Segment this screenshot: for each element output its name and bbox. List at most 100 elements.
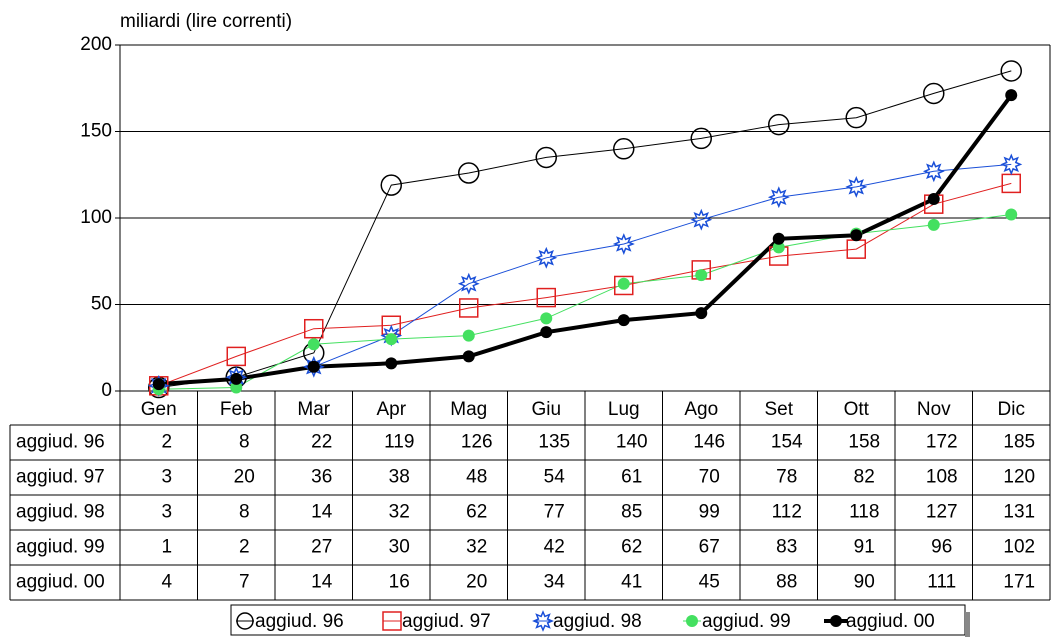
marker xyxy=(307,338,320,351)
table-cell: 118 xyxy=(849,502,879,523)
table-cell: 78 xyxy=(776,467,797,488)
table-cell: 90 xyxy=(854,572,875,593)
table-cell: 88 xyxy=(776,572,797,593)
x-tick-label: Giu xyxy=(531,399,561,420)
marker xyxy=(845,106,867,129)
legend-marker xyxy=(236,612,254,630)
series-line xyxy=(158,94,1013,387)
marker xyxy=(613,138,635,160)
series-line xyxy=(158,70,1012,388)
marker xyxy=(845,175,868,198)
table-cell: 54 xyxy=(544,467,566,488)
legend-marker xyxy=(686,615,698,627)
legend-label: aggiud. 99 xyxy=(702,611,791,632)
table-cell: 96 xyxy=(931,537,952,558)
legend-label: aggiud. 97 xyxy=(402,611,491,632)
marker xyxy=(302,355,325,378)
table-cell: 126 xyxy=(461,432,493,453)
table-cell: 38 xyxy=(389,467,410,488)
marker xyxy=(385,357,398,370)
table-cell: 112 xyxy=(772,502,802,523)
table-cell: 146 xyxy=(693,432,725,453)
table-cell: 1 xyxy=(161,537,172,558)
marker xyxy=(695,269,708,282)
y-tick-label: 150 xyxy=(80,121,112,142)
marker xyxy=(617,277,630,290)
table-cell: 27 xyxy=(311,537,332,558)
marker xyxy=(922,160,945,183)
marker xyxy=(690,127,712,150)
table-cell: 99 xyxy=(699,502,720,523)
table-cell: 77 xyxy=(544,502,565,523)
x-tick-label: Feb xyxy=(220,399,253,420)
y-tick-label: 0 xyxy=(101,380,112,401)
y-tick-label: 100 xyxy=(80,207,112,228)
table-row-label: aggiud. 96 xyxy=(16,432,105,453)
table-cell: 20 xyxy=(466,572,487,593)
table-row-label: aggiud. 00 xyxy=(16,572,105,593)
table-cell: 3 xyxy=(161,467,172,488)
x-tick-label: Ott xyxy=(844,399,870,420)
table-cell: 83 xyxy=(776,537,797,558)
table-cell: 8 xyxy=(239,432,250,453)
table-cell: 62 xyxy=(621,537,642,558)
marker xyxy=(927,218,940,231)
marker xyxy=(457,272,480,295)
table-cell: 127 xyxy=(926,502,958,523)
marker xyxy=(380,174,402,196)
table-cell: 140 xyxy=(616,432,648,453)
legend-marker xyxy=(382,611,402,631)
marker xyxy=(226,346,246,367)
table-cell: 70 xyxy=(699,467,720,488)
marker xyxy=(535,146,557,169)
table-cell: 111 xyxy=(927,572,956,593)
x-tick-label: Mar xyxy=(297,399,330,420)
table-cell: 16 xyxy=(389,572,410,593)
marker xyxy=(540,326,553,339)
marker xyxy=(923,82,945,105)
marker xyxy=(768,113,790,136)
table-cell: 131 xyxy=(1003,502,1035,523)
marker xyxy=(1005,208,1018,221)
x-tick-label: Gen xyxy=(141,399,177,420)
table-cell: 172 xyxy=(926,432,958,453)
marker xyxy=(152,378,165,391)
legend-label: aggiud. 98 xyxy=(553,611,642,632)
table-cell: 45 xyxy=(699,572,720,593)
legend-shadow xyxy=(965,612,970,637)
series-line xyxy=(158,163,1012,387)
marker xyxy=(1000,60,1022,82)
marker xyxy=(540,312,553,325)
x-tick-label: Mag xyxy=(450,399,487,420)
marker xyxy=(927,192,940,205)
x-tick-label: Lug xyxy=(608,399,640,420)
table-cell: 30 xyxy=(389,537,410,558)
table-row-label: aggiud. 97 xyxy=(16,467,105,488)
marker xyxy=(462,329,475,342)
x-tick-label: Nov xyxy=(917,399,951,420)
marker xyxy=(536,287,556,308)
table-cell: 34 xyxy=(544,572,566,593)
table-cell: 22 xyxy=(311,432,332,453)
table-cell: 135 xyxy=(538,432,570,453)
table-row-label: aggiud. 99 xyxy=(16,537,105,558)
table-cell: 108 xyxy=(926,467,958,488)
table-cell: 4 xyxy=(161,572,172,593)
series-line xyxy=(158,182,1012,387)
table-cell: 3 xyxy=(161,502,172,523)
x-tick-label: Set xyxy=(764,399,793,420)
table-cell: 32 xyxy=(466,537,487,558)
marker xyxy=(695,307,708,320)
marker xyxy=(614,275,634,296)
marker xyxy=(535,246,558,269)
marker xyxy=(462,350,475,363)
table-cell: 102 xyxy=(1003,537,1035,558)
marker xyxy=(458,162,480,184)
table-cell: 85 xyxy=(621,502,642,523)
table-cell: 82 xyxy=(854,467,875,488)
table-cell: 67 xyxy=(699,537,720,558)
x-tick-label: Dic xyxy=(998,399,1025,420)
table-cell: 119 xyxy=(384,432,414,453)
marker xyxy=(772,241,785,254)
